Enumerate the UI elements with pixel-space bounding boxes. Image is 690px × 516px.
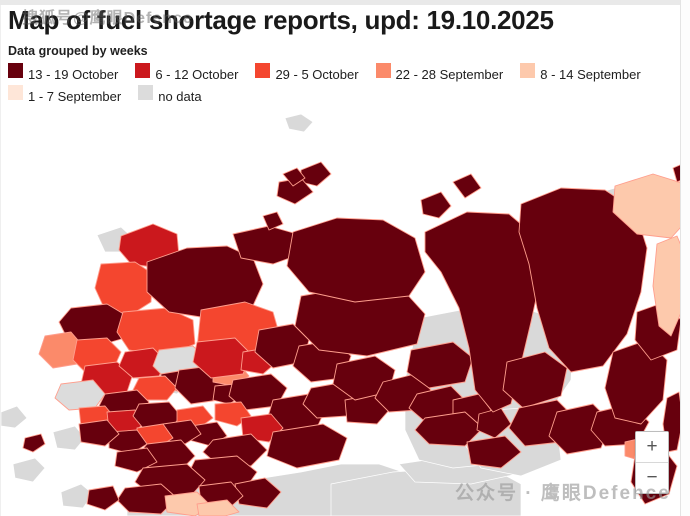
map-region-irkutsk[interactable] bbox=[502, 351, 568, 409]
map-region-chukotka[interactable] bbox=[612, 173, 681, 239]
map-region-taymyr-tip[interactable] bbox=[452, 173, 482, 199]
map-region-kirov[interactable] bbox=[192, 337, 252, 379]
legend-item[interactable]: 8 - 14 September bbox=[520, 63, 641, 85]
page-title: Map of fuel shortage reports, upd: 19.10… bbox=[8, 5, 554, 35]
map-region-belgorod[interactable] bbox=[114, 447, 158, 473]
legend-label: 13 - 19 October bbox=[28, 67, 119, 82]
legend-swatch bbox=[520, 63, 536, 78]
zoom-in-button[interactable]: + bbox=[636, 432, 668, 463]
legend-item[interactable]: 13 - 19 October bbox=[8, 63, 118, 85]
map-region-kaliningrad[interactable] bbox=[22, 433, 46, 453]
map-region-karelia[interactable] bbox=[94, 261, 154, 317]
map-region-dagestan[interactable] bbox=[196, 499, 240, 516]
legend-item[interactable]: 29 - 5 October bbox=[255, 63, 359, 85]
legend-swatch bbox=[135, 63, 151, 78]
map-region-kamchatka[interactable] bbox=[652, 235, 681, 337]
legend-item[interactable]: 1 - 7 September bbox=[8, 85, 121, 107]
legend-label: 1 - 7 September bbox=[28, 89, 122, 104]
legend-swatch bbox=[8, 85, 23, 100]
zoom-control[interactable]: + − bbox=[635, 431, 669, 494]
legend-item[interactable]: no data bbox=[138, 85, 202, 107]
legend: 13 - 19 October 6 - 12 October 29 - 5 Octo… bbox=[8, 63, 676, 107]
legend-swatch bbox=[8, 63, 23, 78]
legend-label: 22 - 28 September bbox=[395, 67, 504, 82]
map-region-franz-josef[interactable] bbox=[282, 167, 306, 187]
legend-swatch bbox=[138, 85, 154, 100]
map-region-bryansk[interactable] bbox=[78, 419, 120, 447]
map-region-yaroslavl[interactable] bbox=[118, 347, 168, 379]
top-chrome-strip bbox=[0, 0, 690, 5]
map-region-severnaya-zemlya[interactable] bbox=[420, 191, 452, 219]
map-region-arkhangelsk[interactable] bbox=[146, 245, 264, 319]
map-canvas[interactable] bbox=[1, 112, 681, 516]
map-region-wrangel[interactable] bbox=[672, 162, 681, 183]
legend-label: 29 - 5 October bbox=[275, 67, 359, 82]
map-region-vladimir[interactable] bbox=[132, 375, 178, 401]
map-header: Map of fuel shortage reports, upd: 19.10… bbox=[8, 5, 680, 107]
map-region-tuva[interactable] bbox=[466, 435, 522, 469]
legend-swatch bbox=[375, 63, 391, 78]
zoom-out-button[interactable]: − bbox=[636, 463, 668, 493]
legend-label: no data bbox=[158, 89, 202, 104]
legend-label: 8 - 14 September bbox=[540, 67, 641, 82]
map-region-tomsk[interactable] bbox=[406, 341, 474, 389]
map-region-crimea[interactable] bbox=[86, 485, 120, 511]
map-region-yamalo-nenets[interactable] bbox=[286, 217, 426, 303]
region-layer[interactable] bbox=[22, 161, 681, 516]
map-region-yakutia[interactable] bbox=[518, 187, 648, 373]
map-region-orenburg[interactable] bbox=[266, 423, 348, 469]
legend-swatch bbox=[255, 63, 271, 78]
map-region-altai[interactable] bbox=[414, 411, 484, 447]
legend-item[interactable]: 6 - 12 October bbox=[135, 63, 238, 85]
russia-choropleth-svg[interactable] bbox=[1, 112, 681, 516]
legend-heading: Data grouped by weeks bbox=[8, 44, 148, 58]
right-edge-chrome bbox=[680, 0, 690, 516]
legend-label: 6 - 12 October bbox=[155, 67, 239, 82]
map-region-kolguev[interactable] bbox=[262, 211, 284, 231]
content-frame bbox=[0, 5, 681, 516]
legend-item[interactable]: 22 - 28 September bbox=[375, 63, 504, 85]
